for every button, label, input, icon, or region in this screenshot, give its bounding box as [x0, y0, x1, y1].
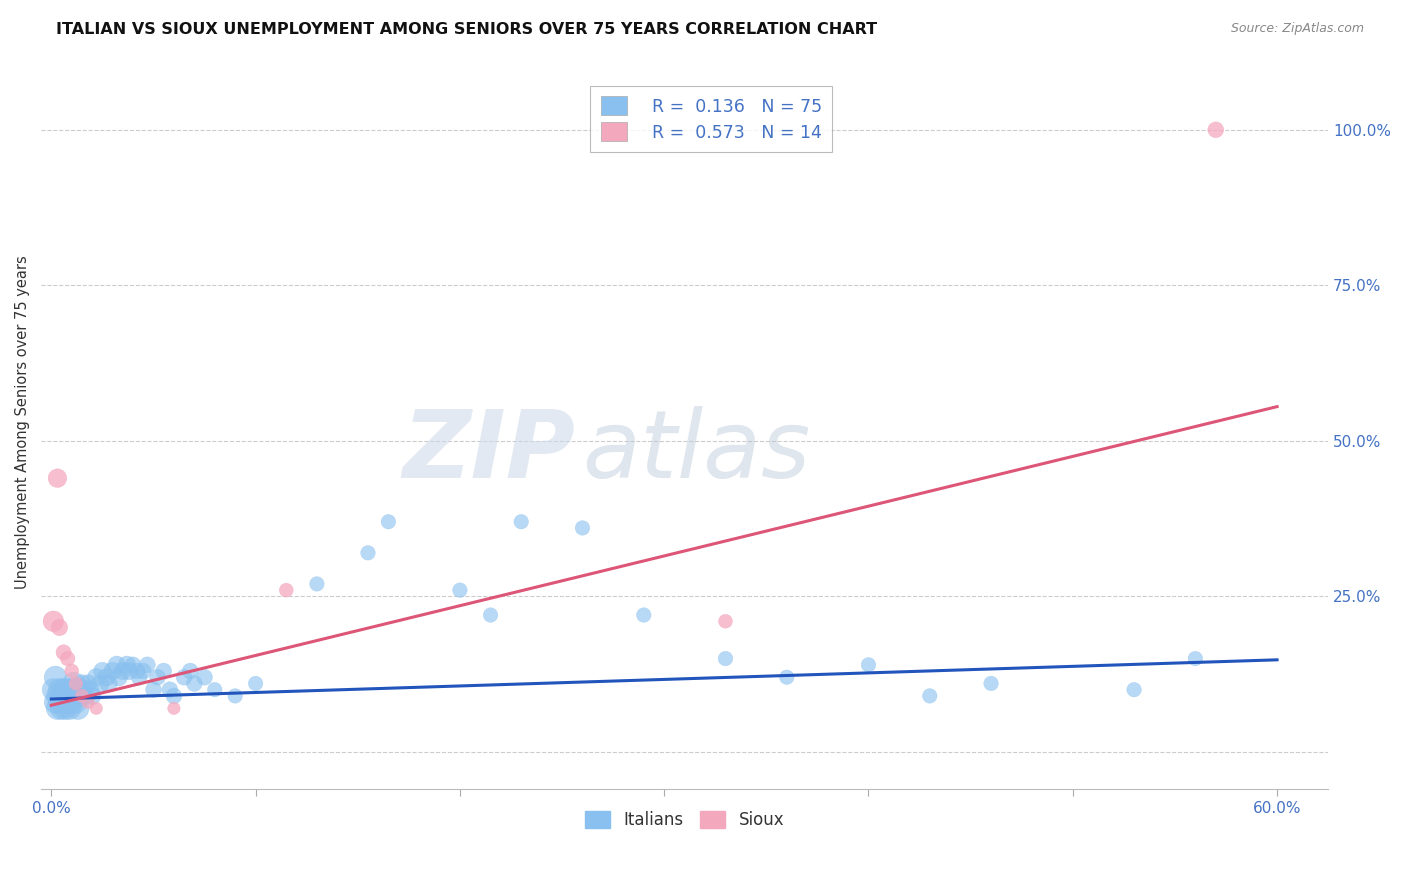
- Point: [776, 670, 799, 684]
- Point: [60, 682, 83, 697]
- Point: [714, 614, 737, 628]
- Point: [79, 682, 101, 697]
- Point: [1123, 682, 1146, 697]
- Point: [152, 664, 174, 678]
- Point: [571, 521, 593, 535]
- Text: Source: ZipAtlas.com: Source: ZipAtlas.com: [1230, 22, 1364, 36]
- Point: [69, 682, 91, 697]
- Point: [66, 701, 89, 715]
- Point: [115, 657, 138, 672]
- Point: [52, 645, 75, 659]
- Point: [111, 664, 134, 678]
- Point: [48, 682, 70, 697]
- Point: [60, 695, 83, 709]
- Point: [89, 676, 111, 690]
- Point: [70, 689, 93, 703]
- Point: [84, 670, 107, 684]
- Point: [633, 607, 655, 622]
- Point: [62, 676, 84, 690]
- Point: [75, 689, 97, 703]
- Point: [56, 651, 79, 665]
- Point: [44, 670, 66, 684]
- Point: [62, 689, 84, 703]
- Point: [136, 657, 159, 672]
- Point: [84, 701, 107, 715]
- Point: [163, 689, 186, 703]
- Point: [305, 577, 328, 591]
- Point: [60, 664, 83, 678]
- Point: [479, 607, 502, 622]
- Point: [77, 695, 100, 709]
- Point: [105, 657, 128, 672]
- Point: [163, 701, 186, 715]
- Point: [59, 689, 82, 703]
- Point: [56, 695, 79, 709]
- Point: [77, 676, 100, 690]
- Legend: Italians, Sioux: Italians, Sioux: [578, 805, 790, 836]
- Point: [51, 689, 73, 703]
- Point: [122, 657, 145, 672]
- Point: [107, 670, 129, 684]
- Point: [224, 689, 246, 703]
- Point: [97, 676, 120, 690]
- Point: [146, 670, 169, 684]
- Point: [96, 670, 118, 684]
- Point: [52, 695, 75, 709]
- Point: [204, 682, 226, 697]
- Point: [65, 695, 87, 709]
- Point: [118, 664, 141, 678]
- Point: [48, 695, 70, 709]
- Text: atlas: atlas: [582, 406, 810, 497]
- Point: [714, 651, 737, 665]
- Point: [42, 614, 65, 628]
- Point: [44, 695, 66, 709]
- Point: [73, 682, 96, 697]
- Point: [66, 689, 89, 703]
- Point: [1205, 123, 1227, 137]
- Point: [91, 664, 114, 678]
- Point: [1184, 651, 1206, 665]
- Point: [858, 657, 880, 672]
- Y-axis label: Unemployment Among Seniors over 75 years: Unemployment Among Seniors over 75 years: [15, 255, 30, 589]
- Text: ZIP: ZIP: [402, 406, 575, 498]
- Point: [142, 682, 165, 697]
- Point: [128, 670, 150, 684]
- Point: [55, 689, 77, 703]
- Point: [377, 515, 399, 529]
- Text: ITALIAN VS SIOUX UNEMPLOYMENT AMONG SENIORS OVER 75 YEARS CORRELATION CHART: ITALIAN VS SIOUX UNEMPLOYMENT AMONG SENI…: [56, 22, 877, 37]
- Point: [65, 682, 87, 697]
- Point: [70, 676, 93, 690]
- Point: [357, 546, 380, 560]
- Point: [46, 701, 69, 715]
- Point: [46, 689, 69, 703]
- Point: [48, 620, 70, 634]
- Point: [159, 682, 181, 697]
- Point: [449, 583, 471, 598]
- Point: [101, 664, 124, 678]
- Point: [52, 682, 75, 697]
- Point: [132, 664, 155, 678]
- Point: [510, 515, 533, 529]
- Point: [918, 689, 941, 703]
- Point: [179, 664, 201, 678]
- Point: [183, 676, 205, 690]
- Point: [65, 676, 87, 690]
- Point: [82, 689, 104, 703]
- Point: [55, 701, 77, 715]
- Point: [59, 701, 82, 715]
- Point: [127, 664, 149, 678]
- Point: [193, 670, 215, 684]
- Point: [56, 682, 79, 697]
- Point: [42, 682, 65, 697]
- Point: [173, 670, 195, 684]
- Point: [980, 676, 1002, 690]
- Point: [276, 583, 298, 598]
- Point: [46, 471, 69, 485]
- Point: [51, 701, 73, 715]
- Point: [245, 676, 267, 690]
